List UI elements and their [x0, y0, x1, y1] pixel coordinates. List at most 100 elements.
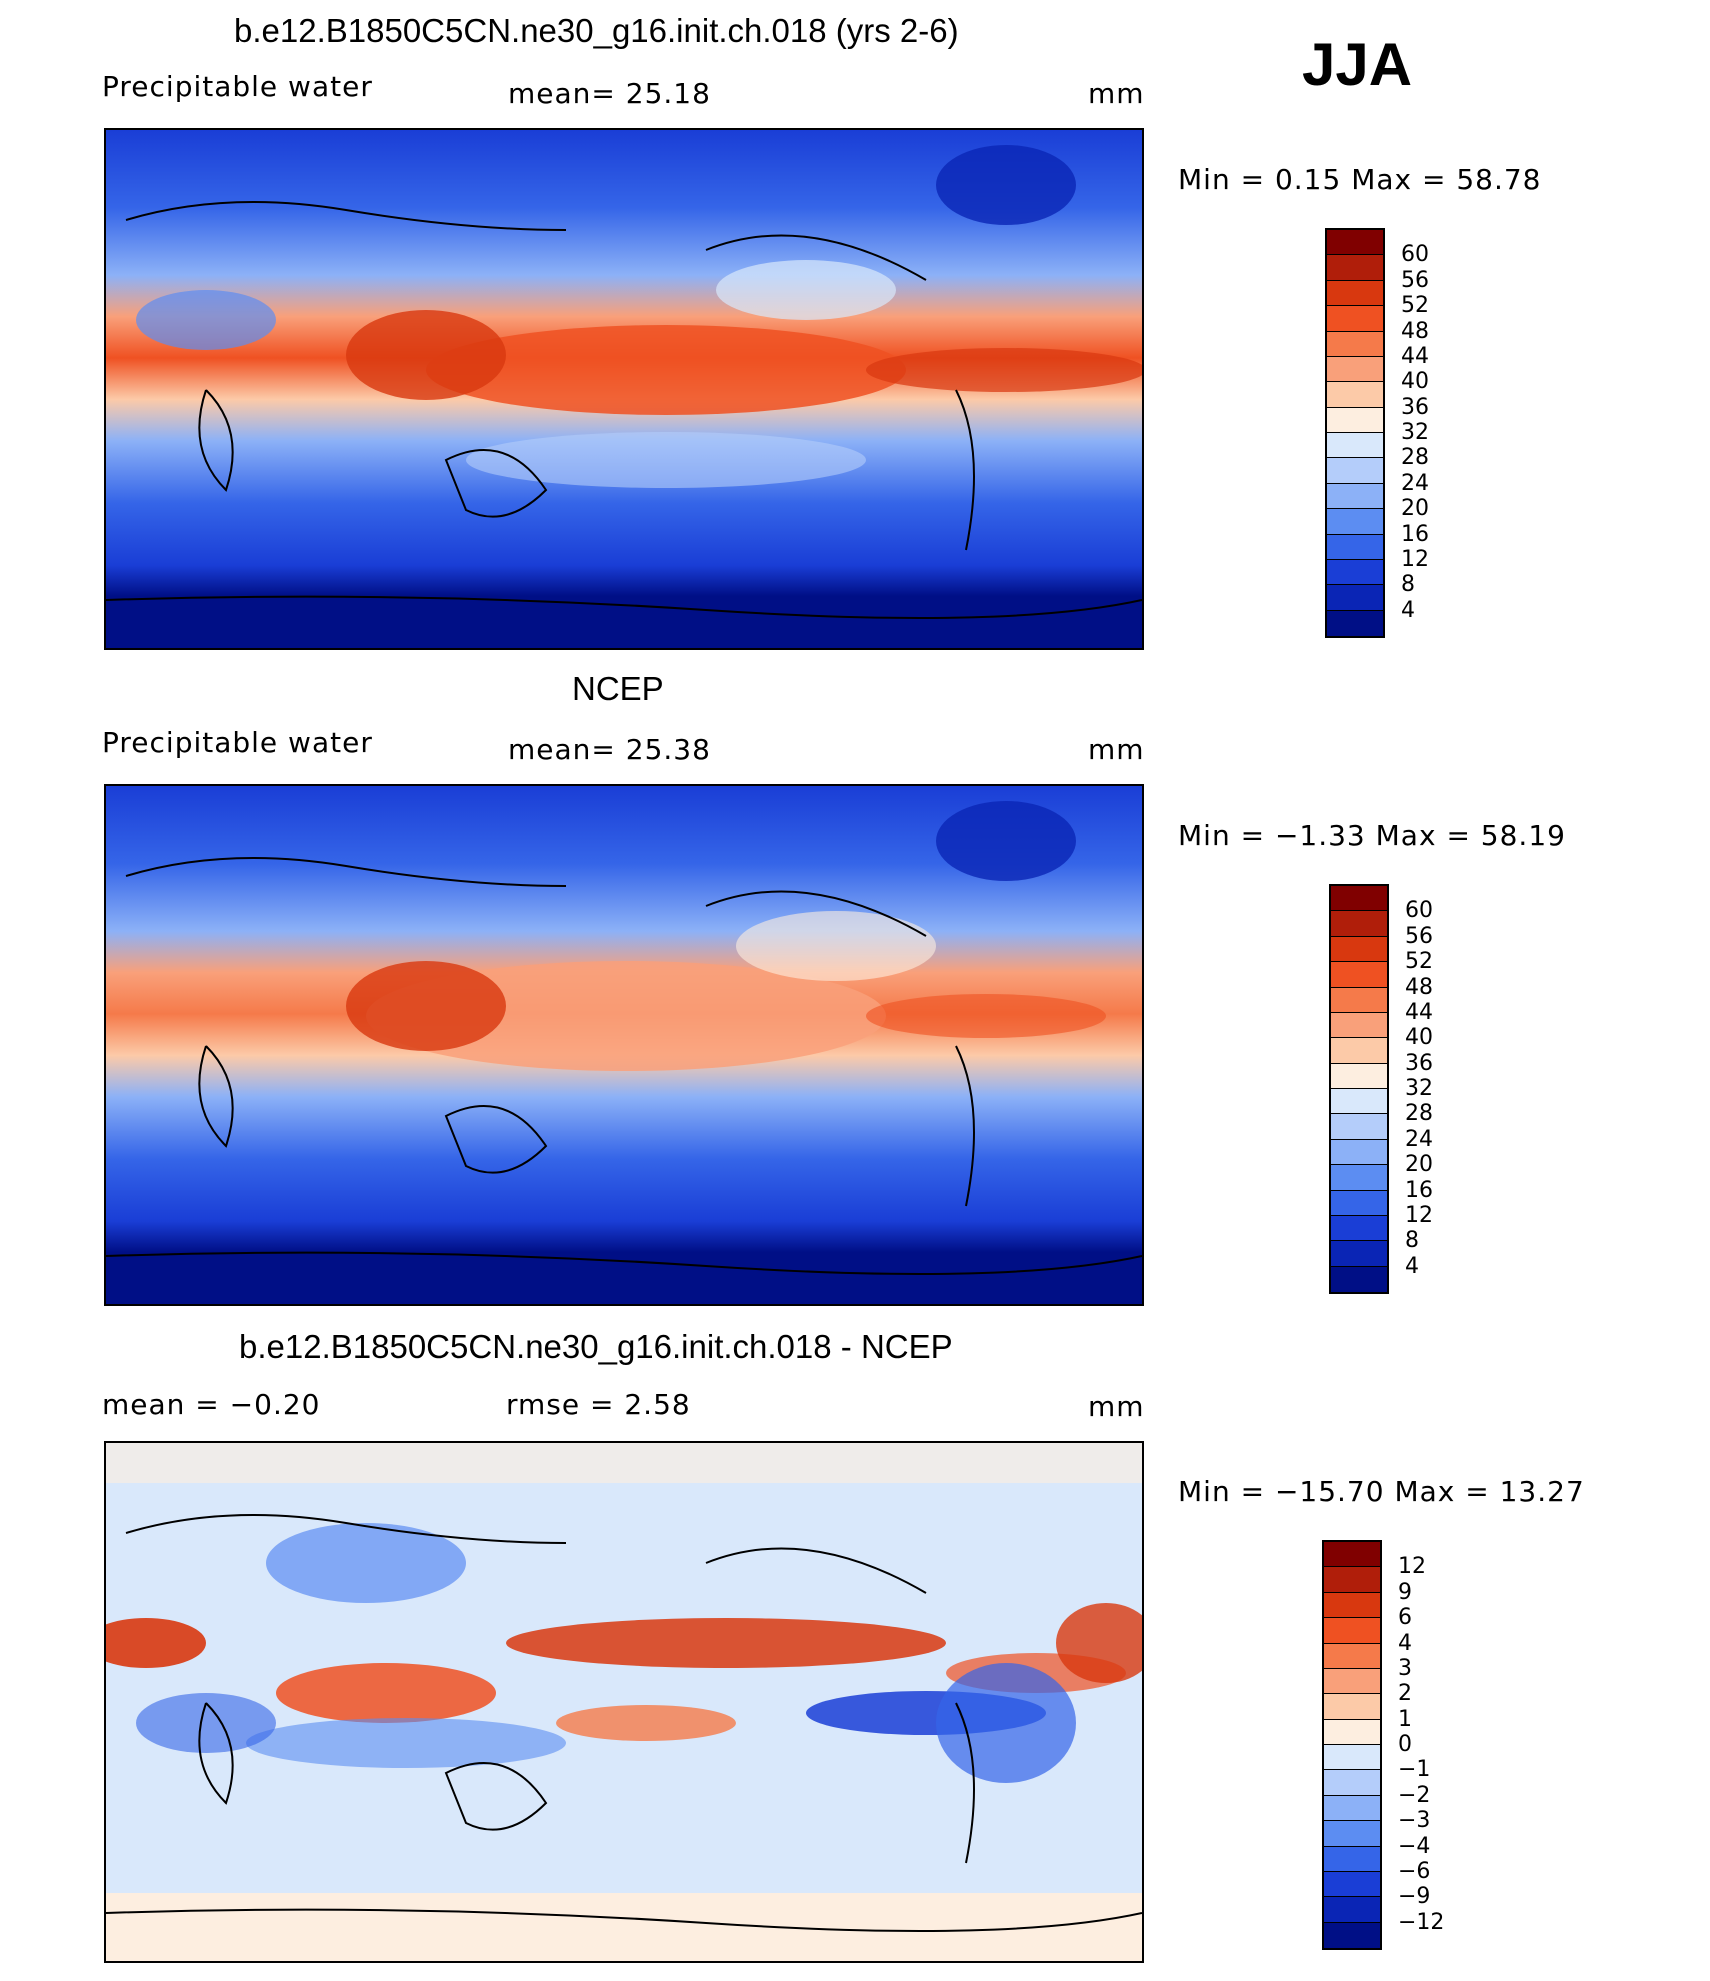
panel-1-colorbar — [1325, 228, 1385, 638]
panel-1-mean-label: mean= 25.18 — [508, 77, 711, 110]
colorbar-tick-label: 48 — [1405, 974, 1433, 1000]
colorbar-tick-label: 8 — [1401, 572, 1415, 598]
panel-1-map — [104, 128, 1144, 650]
colorbar-tick-label: 40 — [1401, 369, 1429, 395]
panel-2-map — [104, 784, 1144, 1306]
colorbar-swatch — [1327, 230, 1383, 256]
panel-2-units-label: mm — [1088, 733, 1145, 766]
colorbar-tick-label: 28 — [1401, 445, 1429, 471]
panel-3-map — [104, 1441, 1144, 1963]
panel-2-title: NCEP — [572, 670, 664, 707]
colorbar-tick-label: 24 — [1405, 1126, 1433, 1152]
colorbar-swatch — [1324, 1643, 1380, 1669]
colorbar-tick-label: 2 — [1398, 1681, 1412, 1707]
colorbar-tick-label: 48 — [1401, 318, 1429, 344]
colorbar-swatch — [1327, 534, 1383, 560]
colorbar-swatch — [1331, 1012, 1387, 1039]
colorbar-swatch — [1327, 382, 1383, 408]
colorbar-swatch — [1324, 1542, 1380, 1568]
colorbar-swatch — [1331, 1165, 1387, 1191]
colorbar-tick-label: −12 — [1398, 1909, 1445, 1935]
colorbar-swatch — [1327, 331, 1383, 357]
colorbar-swatch — [1324, 1795, 1380, 1822]
colorbar-swatch — [1331, 936, 1387, 963]
colorbar-swatch — [1324, 1618, 1380, 1644]
colorbar-swatch — [1324, 1592, 1380, 1619]
colorbar-tick-label: 12 — [1398, 1554, 1426, 1580]
colorbar-tick-label: 24 — [1401, 470, 1429, 496]
colorbar-tick-label: 12 — [1401, 546, 1429, 572]
colorbar-tick-label: 60 — [1405, 898, 1433, 924]
season-label: JJA — [1302, 31, 1413, 98]
colorbar-swatch — [1327, 255, 1383, 281]
colorbar-swatch — [1331, 1089, 1387, 1115]
colorbar-swatch — [1327, 433, 1383, 459]
colorbar-tick-label: 32 — [1401, 420, 1429, 445]
colorbar-swatch — [1331, 962, 1387, 988]
colorbar-swatch — [1324, 1745, 1380, 1771]
colorbar-tick-label: 44 — [1401, 343, 1429, 369]
colorbar-swatch — [1331, 911, 1387, 937]
colorbar-swatch — [1331, 1215, 1387, 1242]
colorbar-swatch — [1324, 1871, 1380, 1898]
colorbar-swatch — [1331, 1038, 1387, 1064]
colorbar-tick-label: 32 — [1405, 1076, 1433, 1101]
colorbar-swatch — [1324, 1719, 1380, 1745]
colorbar-swatch — [1331, 1190, 1387, 1216]
colorbar-tick-label: −3 — [1398, 1808, 1431, 1834]
colorbar-tick-label: −9 — [1398, 1884, 1431, 1910]
panel-1-variable-label: Precipitable water — [102, 70, 373, 103]
colorbar-tick-label: 6 — [1398, 1605, 1412, 1631]
colorbar-tick-label: 36 — [1405, 1050, 1433, 1076]
colorbar-swatch — [1327, 280, 1383, 307]
colorbar-swatch — [1327, 585, 1383, 611]
colorbar-swatch — [1327, 407, 1383, 433]
colorbar-tick-label: 28 — [1405, 1101, 1433, 1127]
colorbar-tick-label: −1 — [1398, 1757, 1431, 1783]
panel-3-units-label: mm — [1088, 1390, 1145, 1423]
colorbar-tick-label: 60 — [1401, 242, 1429, 268]
colorbar-tick-label: 4 — [1398, 1630, 1412, 1656]
panel-1-units-label: mm — [1088, 77, 1145, 110]
colorbar-tick-label: 1 — [1398, 1706, 1412, 1732]
colorbar-swatch — [1331, 987, 1387, 1013]
colorbar-tick-label: 36 — [1401, 394, 1429, 420]
colorbar-swatch — [1324, 1567, 1380, 1593]
colorbar-swatch — [1324, 1897, 1380, 1923]
colorbar-swatch — [1331, 1114, 1387, 1140]
colorbar-swatch — [1324, 1668, 1380, 1695]
colorbar-swatch — [1324, 1922, 1380, 1948]
colorbar-swatch — [1324, 1846, 1380, 1872]
colorbar-tick-label: 40 — [1405, 1025, 1433, 1051]
colorbar-swatch — [1327, 559, 1383, 586]
colorbar-swatch — [1331, 1266, 1387, 1292]
colorbar-tick-label: 4 — [1401, 597, 1415, 623]
colorbar-tick-label: −2 — [1398, 1782, 1431, 1808]
panel-1-title: b.e12.B1850C5CN.ne30_g16.init.ch.018 (yr… — [234, 12, 959, 49]
panel-2-variable-label: Precipitable water — [102, 726, 373, 759]
colorbar-swatch — [1324, 1694, 1380, 1720]
colorbar-tick-label: 3 — [1398, 1655, 1412, 1681]
colorbar-tick-label: 16 — [1401, 521, 1429, 547]
colorbar-tick-label: 56 — [1401, 267, 1429, 293]
panel-3-map-field — [106, 1443, 1142, 1961]
panel-2-colorbar — [1329, 884, 1389, 1294]
colorbar-swatch — [1331, 1139, 1387, 1166]
colorbar-tick-label: 20 — [1401, 496, 1429, 522]
colorbar-tick-label: 0 — [1398, 1732, 1412, 1757]
colorbar-tick-label: 52 — [1401, 293, 1429, 319]
colorbar-swatch — [1331, 886, 1387, 912]
colorbar-tick-label: 8 — [1405, 1228, 1419, 1254]
colorbar-tick-label: 9 — [1398, 1579, 1412, 1605]
colorbar-swatch — [1324, 1770, 1380, 1796]
colorbar-swatch — [1327, 356, 1383, 383]
panel-1-map-field — [106, 130, 1142, 648]
colorbar-tick-label: −6 — [1398, 1858, 1431, 1884]
panel-3-mean-label: mean = −0.20 — [102, 1388, 321, 1421]
colorbar-swatch — [1327, 509, 1383, 535]
colorbar-swatch — [1327, 610, 1383, 636]
panel-2-map-field — [106, 786, 1142, 1304]
colorbar-swatch — [1327, 458, 1383, 484]
colorbar-swatch — [1331, 1241, 1387, 1267]
panel-3-colorbar — [1322, 1540, 1382, 1950]
